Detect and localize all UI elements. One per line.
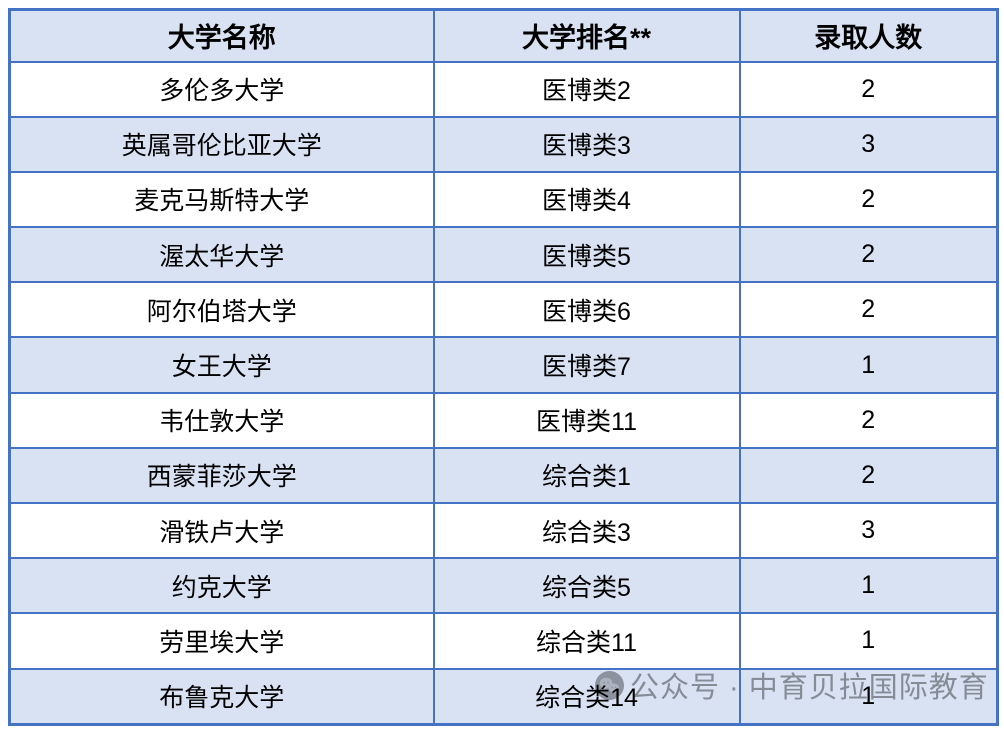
table-cell: 3 (738, 115, 999, 173)
table-cell: 布鲁克大学 (8, 667, 435, 726)
table-cell: 医博类4 (432, 170, 741, 229)
table-cell: 1 (738, 667, 999, 726)
table-cell: 劳里埃大学 (8, 612, 435, 670)
table-cell: 英属哥伦比亚大学 (8, 115, 435, 173)
table-cell: 2 (738, 60, 999, 118)
column-header-university-rank: 大学排名** (432, 8, 741, 63)
table-row: 约克大学 综合类5 1 (8, 557, 999, 615)
table-cell: 综合类1 (432, 446, 741, 505)
table-cell: 3 (738, 501, 999, 560)
table-row: 布鲁克大学 综合类14 1 (8, 667, 999, 726)
admissions-table: 大学名称 大学排名** 录取人数 多伦多大学 医博类2 2 英属哥伦比亚大学 医博类3 3… (8, 8, 999, 726)
table-cell: 医博类11 (432, 391, 741, 449)
table-cell: 渥太华大学 (8, 226, 435, 284)
table-cell: 医博类6 (432, 281, 741, 339)
table-cell: 麦克马斯特大学 (8, 170, 435, 229)
table-row: 麦克马斯特大学 医博类4 2 (8, 170, 999, 229)
table-cell: 医博类5 (432, 226, 741, 284)
table-row: 西蒙菲莎大学 综合类1 2 (8, 446, 999, 505)
table-cell: 2 (738, 226, 999, 284)
table-cell: 2 (738, 281, 999, 339)
table-cell: 综合类11 (432, 612, 741, 670)
table-cell: 2 (738, 170, 999, 229)
table-row: 英属哥伦比亚大学 医博类3 3 (8, 115, 999, 173)
table-cell: 滑铁卢大学 (8, 501, 435, 560)
table-body: 多伦多大学 医博类2 2 英属哥伦比亚大学 医博类3 3 麦克马斯特大学 医博类4 2 渥太华大学… (8, 60, 999, 726)
admissions-table-container: 大学名称 大学排名** 录取人数 多伦多大学 医博类2 2 英属哥伦比亚大学 医博类3 3… (8, 8, 999, 726)
table-row: 劳里埃大学 综合类11 1 (8, 612, 999, 670)
table-header-row: 大学名称 大学排名** 录取人数 (8, 8, 999, 63)
table-cell: 医博类2 (432, 60, 741, 118)
table-cell: 综合类5 (432, 557, 741, 615)
table-row: 女王大学 医博类7 1 (8, 336, 999, 394)
table-row: 滑铁卢大学 综合类3 3 (8, 501, 999, 560)
table-cell: 韦仕敦大学 (8, 391, 435, 449)
table-row: 多伦多大学 医博类2 2 (8, 60, 999, 118)
column-header-university-name: 大学名称 (8, 8, 435, 63)
table-row: 渥太华大学 医博类5 2 (8, 226, 999, 284)
table-cell: 多伦多大学 (8, 60, 435, 118)
table-cell: 医博类3 (432, 115, 741, 173)
table-cell: 综合类14 (432, 667, 741, 726)
table-cell: 女王大学 (8, 336, 435, 394)
table-row: 韦仕敦大学 医博类11 2 (8, 391, 999, 449)
table-cell: 2 (738, 446, 999, 505)
table-cell: 医博类7 (432, 336, 741, 394)
table-cell: 西蒙菲莎大学 (8, 446, 435, 505)
table-cell: 1 (738, 336, 999, 394)
table-cell: 1 (738, 612, 999, 670)
table-row: 阿尔伯塔大学 医博类6 2 (8, 281, 999, 339)
column-header-admission-count: 录取人数 (738, 8, 999, 63)
table-cell: 约克大学 (8, 557, 435, 615)
table-cell: 1 (738, 557, 999, 615)
table-cell: 综合类3 (432, 501, 741, 560)
table-cell: 阿尔伯塔大学 (8, 281, 435, 339)
table-cell: 2 (738, 391, 999, 449)
